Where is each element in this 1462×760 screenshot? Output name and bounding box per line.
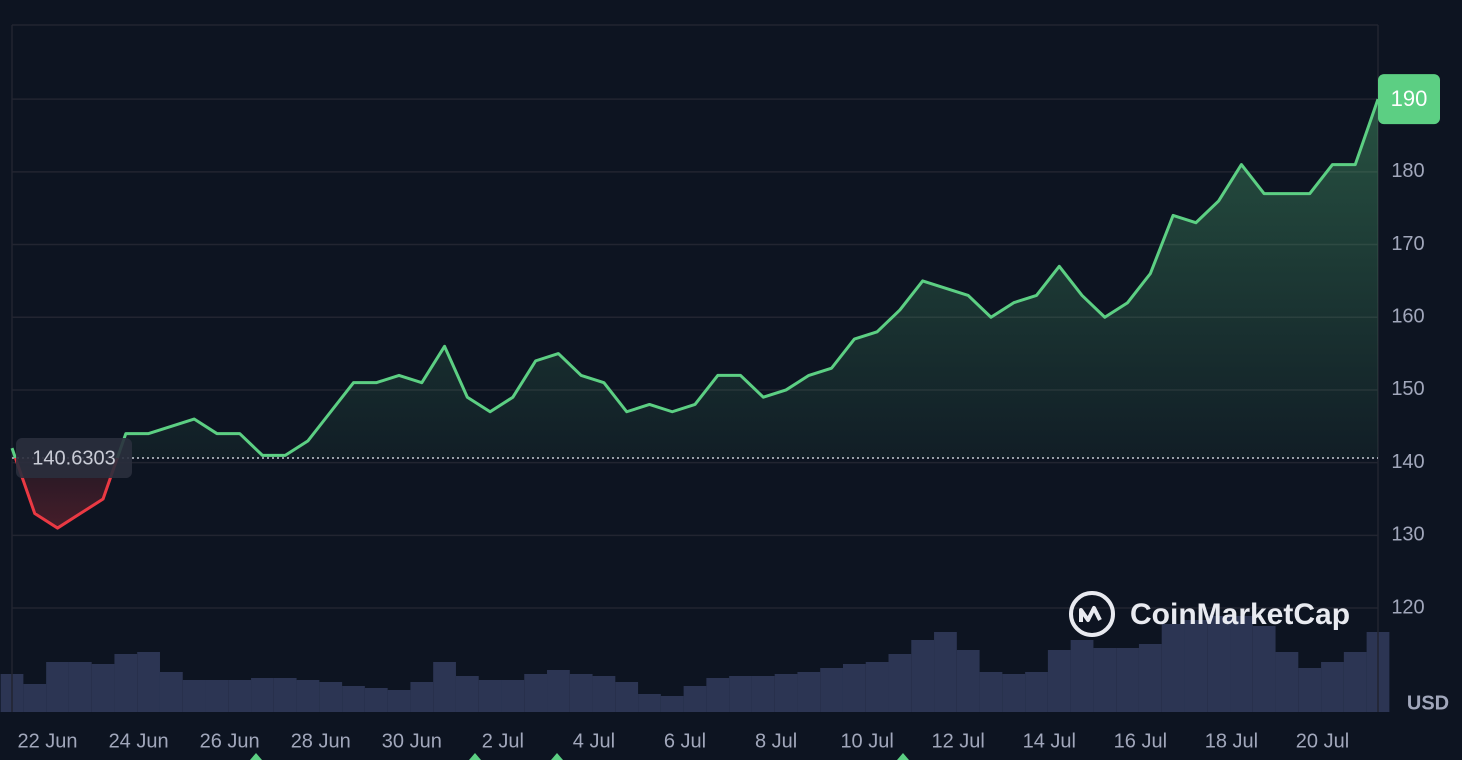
logo-circle [1069,591,1115,637]
y-tick-label: 130 [1391,524,1424,546]
x-tick-label: 8 Jul [755,730,797,752]
volume-bar [569,674,593,712]
y-tick-label: 150 [1391,378,1424,400]
volume-bar [1025,672,1048,712]
volume-bar [1343,652,1367,712]
logo [1069,591,1115,637]
volume-bar [1070,640,1094,712]
volume-bar [455,676,479,712]
x-tick-label: 14 Jul [1023,730,1076,752]
logo-mark [1079,606,1102,622]
volume-bar [1207,616,1231,712]
baseline-label-box [16,438,132,479]
area [12,99,1378,529]
volume-bar [91,664,115,712]
x-tick-label: 10 Jul [840,730,893,752]
volume-bar [934,632,957,712]
x-tick-label: 30 Jun [382,730,442,752]
volume-bar [638,694,661,712]
y-tick-label: 160 [1391,306,1424,328]
volume-bar [751,676,775,712]
volume-bar [1116,648,1139,712]
y-tick-label: 180 [1391,160,1424,182]
volume-bar [478,680,502,712]
volume-bar [410,682,434,712]
x-tick-label: 24 Jun [109,730,169,752]
volume-bar [1002,674,1026,712]
y-tick-label: 170 [1391,233,1424,255]
volume-bar [660,696,684,712]
x-tick-label: 2 Jul [482,730,524,752]
volume-bar [319,682,343,712]
volume-layer [0,616,1390,712]
volume-bar [182,680,206,712]
volume-bar [524,674,548,712]
volume-bar [296,680,320,712]
x-tick-label: 22 Jun [18,730,78,752]
volume-bar [1093,648,1117,712]
volume-bar [979,672,1003,712]
volume-bar [137,652,160,712]
volume-bar [1275,652,1299,712]
volume-bar [1321,662,1344,712]
volume-bar [1161,624,1185,712]
plot-layer [10,98,1380,530]
volume-bar [387,690,411,712]
volume-bar [364,688,388,712]
volume-bar [46,662,69,712]
volume-bar [1298,668,1322,712]
volume-bar [1138,644,1162,712]
price-tag-label: 190 [1391,86,1428,111]
x-tick-label: 18 Jul [1205,730,1258,752]
volume-bar [865,662,889,712]
y-tick-label: 120 [1391,596,1424,618]
volume-bar [433,662,456,712]
y-tick-label: 140 [1391,451,1424,473]
x-tick-label: 28 Jun [291,730,351,752]
volume-bar [251,678,274,712]
y-axis-label: USD [1407,692,1449,714]
volume-bar [205,680,229,712]
volume-bar [1252,626,1276,712]
volume-bar [797,672,821,712]
volume-bar [615,682,639,712]
volume-bar [911,640,935,712]
volume-bar [228,680,252,712]
x-tick-label: 20 Jul [1296,730,1349,752]
volume-bar [68,662,92,712]
volume-bar [820,668,843,712]
x-tick-label: 4 Jul [573,730,615,752]
price-line [10,98,1380,530]
volume-bar [114,654,138,712]
volume-bar [729,676,752,712]
x-tick-label: 26 Jun [200,730,260,752]
volume-bar [842,664,866,712]
event-markers [250,753,909,760]
volume-bar [1184,620,1208,712]
volume-bar [592,676,616,712]
volume-bar [1230,616,1253,712]
volume-bar [706,678,730,712]
volume-bar [956,650,980,712]
volume-bar [1047,650,1071,712]
volume-bar [547,670,570,712]
volume-bar [342,686,365,712]
volume-bar [23,684,47,712]
volume-bar [774,674,798,712]
x-tick-label: 16 Jul [1114,730,1167,752]
volume-bar [501,680,525,712]
volume-bar [159,672,183,712]
baseline-label: 140.6303 [32,447,115,469]
x-tick-label: 6 Jul [664,730,706,752]
volume-bar [683,686,707,712]
price-tag [1378,74,1440,125]
x-tick-label: 12 Jul [932,730,985,752]
volume-bar [273,678,297,712]
volume-bar [888,654,912,712]
watermark: CoinMarketCap [1130,598,1350,631]
